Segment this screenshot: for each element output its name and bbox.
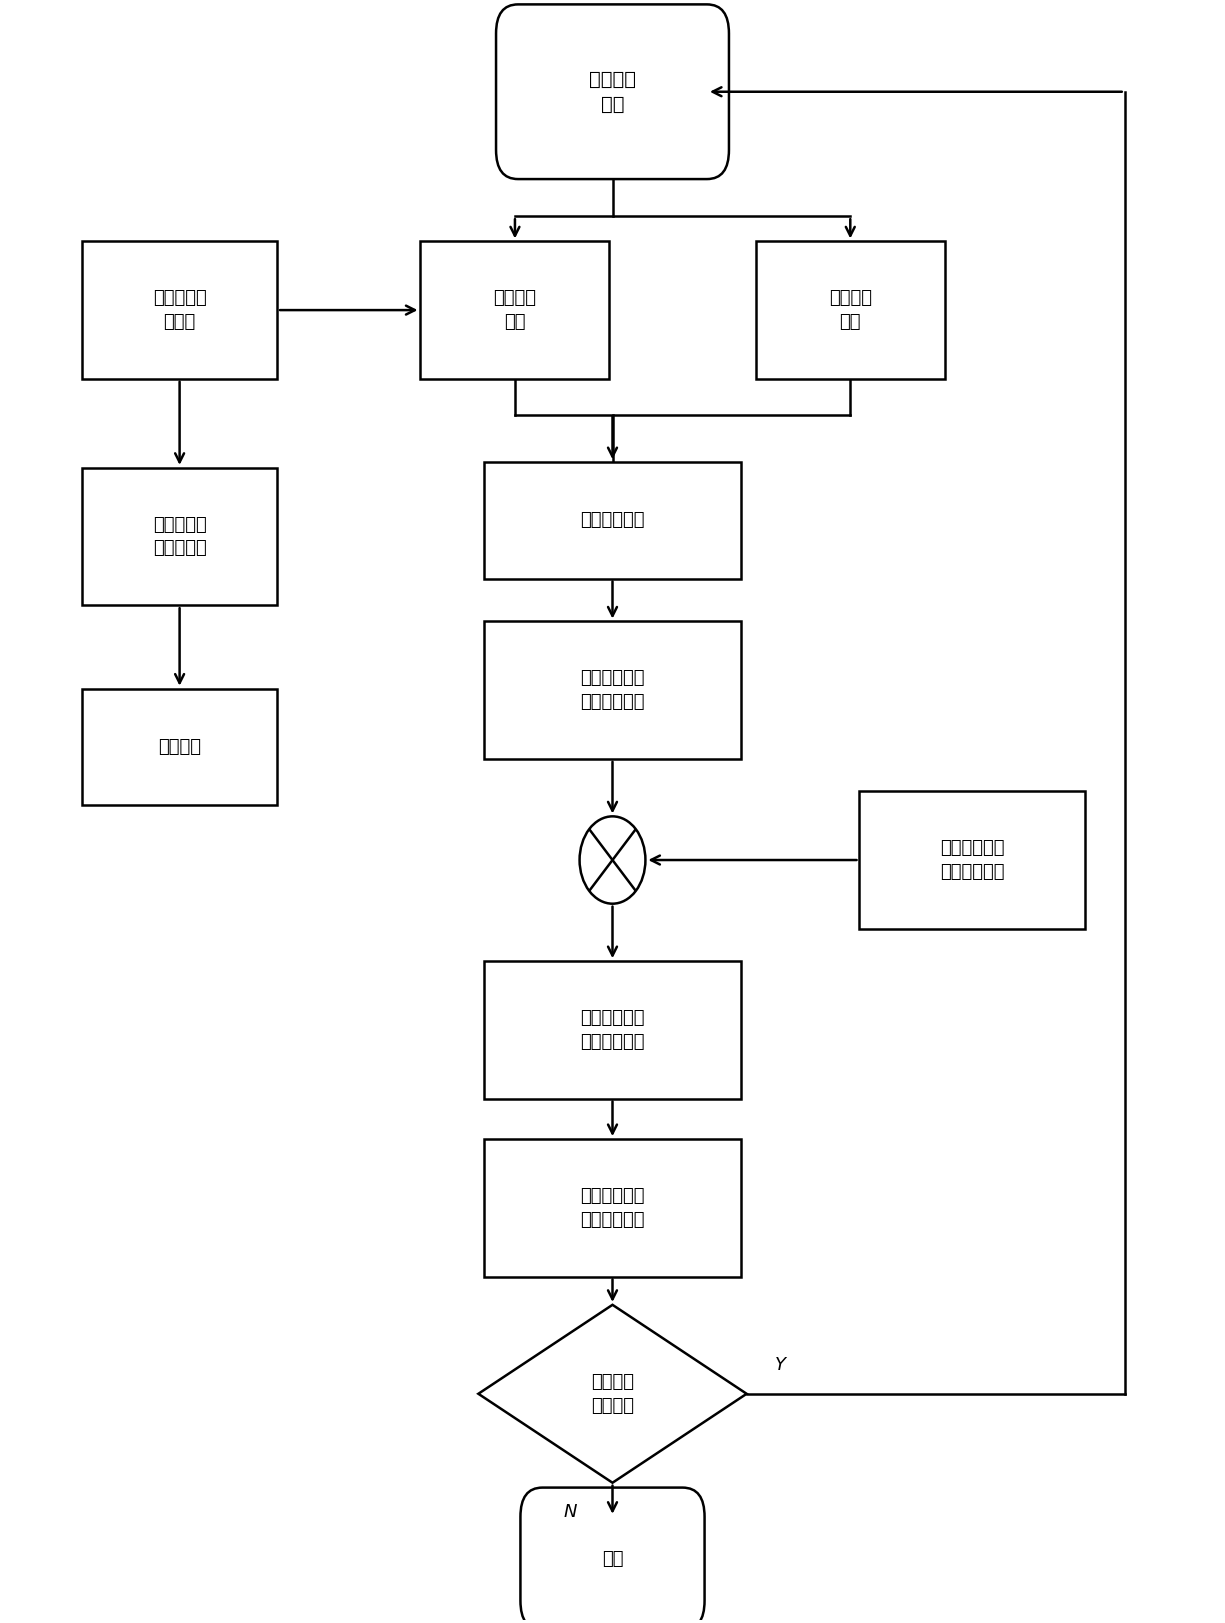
Bar — [484, 1139, 741, 1277]
Text: N: N — [564, 1503, 577, 1521]
Text: 关节理论
力矩: 关节理论 力矩 — [494, 289, 537, 331]
Bar — [484, 961, 741, 1099]
Bar — [484, 463, 741, 578]
Text: 关节实际
力矩: 关节实际 力矩 — [829, 289, 872, 331]
Text: 机器人末端广
义力矢量差值: 机器人末端广 义力矢量差值 — [581, 669, 644, 711]
Text: 本周期机器人
末端速度矢量: 本周期机器人 末端速度矢量 — [581, 1010, 644, 1050]
Bar — [420, 242, 610, 378]
Circle shape — [579, 816, 646, 904]
Bar — [860, 792, 1085, 928]
Bar — [82, 467, 277, 605]
Text: 关节拖拽力矩: 关节拖拽力矩 — [581, 511, 644, 529]
Bar — [82, 688, 277, 805]
FancyBboxPatch shape — [496, 5, 729, 179]
Text: 机器人动力
学参数辨识: 机器人动力 学参数辨识 — [153, 516, 207, 557]
Text: 本周期机器人
关节速度矢量: 本周期机器人 关节速度矢量 — [581, 1186, 644, 1229]
Text: 上周期机器人
末端速度矢量: 上周期机器人 末端速度矢量 — [940, 839, 1004, 881]
Bar — [756, 242, 944, 378]
Text: 机器人动力
学模型: 机器人动力 学模型 — [153, 289, 207, 331]
Bar — [484, 622, 741, 760]
FancyBboxPatch shape — [521, 1488, 704, 1623]
Text: Y: Y — [775, 1355, 786, 1373]
Text: 激励轨迹: 激励轨迹 — [158, 738, 201, 756]
Bar — [82, 242, 277, 378]
Polygon shape — [478, 1305, 747, 1483]
Text: 结束: 结束 — [601, 1550, 624, 1568]
Text: 是否拖拽
示教模式: 是否拖拽 示教模式 — [590, 1373, 635, 1415]
Text: 拖拽示教
模式: 拖拽示教 模式 — [589, 70, 636, 114]
